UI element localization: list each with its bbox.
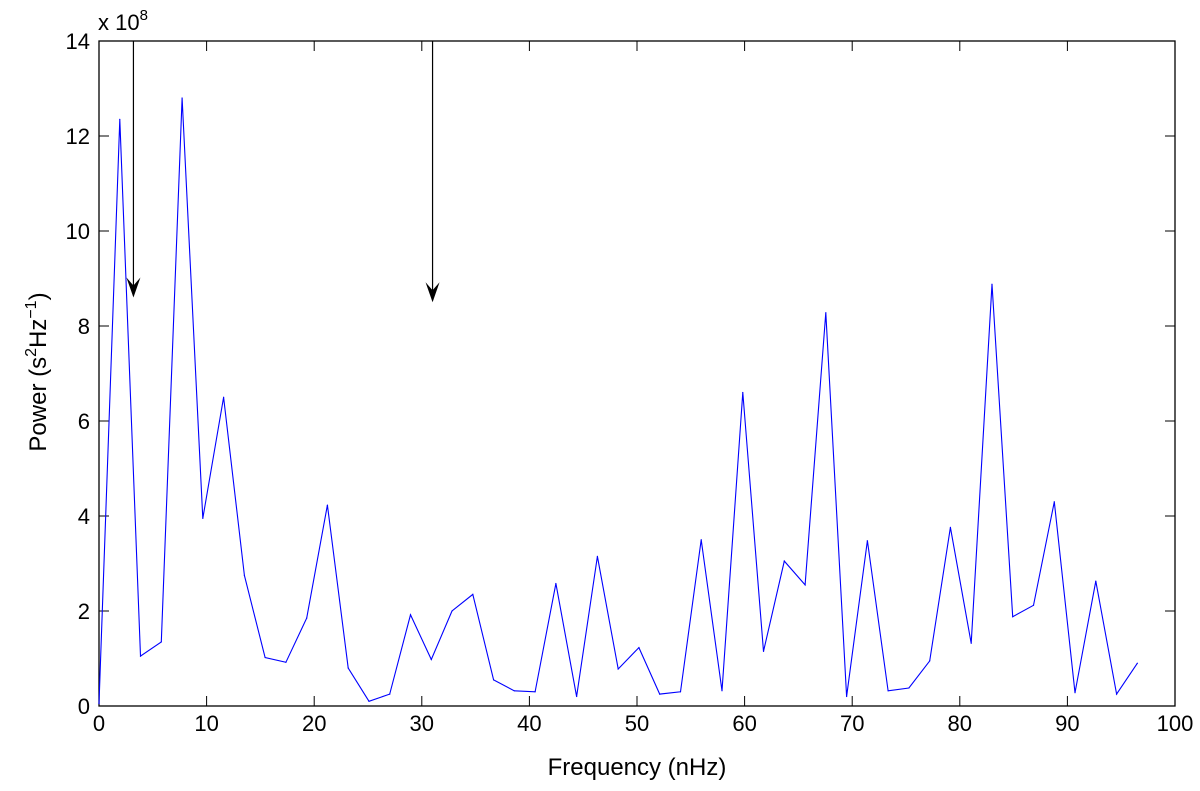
data-point [1032, 604, 1035, 606]
data-point [430, 658, 432, 661]
y-axis-label: Power (s2Hz−1) [23, 292, 52, 451]
data-point [1115, 693, 1118, 695]
data-point [1012, 616, 1014, 618]
data-point [887, 690, 889, 692]
y-label-mid: Hz [25, 319, 52, 348]
x-tick-label: 30 [410, 711, 434, 736]
data-point [700, 539, 702, 541]
data-point [202, 517, 204, 519]
y-tick-labels: 0 2 4 6 8 10 12 14 [66, 29, 90, 719]
y-tick-label: 12 [66, 124, 90, 149]
arrow-head [126, 277, 141, 298]
x-tick-labels: 0 10 20 30 40 50 60 70 80 90 100 [93, 711, 1193, 736]
data-point [160, 641, 162, 643]
data-point [742, 391, 744, 394]
power-series-line [98, 97, 1138, 704]
y-label-prefix: Power (s [25, 357, 52, 452]
data-points [98, 97, 1138, 705]
data-point [866, 540, 868, 542]
data-point [306, 617, 308, 619]
data-point [98, 703, 100, 705]
x-tick-label: 40 [517, 711, 541, 736]
data-point [451, 610, 453, 612]
y-tick-label: 14 [66, 29, 90, 54]
x-tick-label: 80 [948, 711, 972, 736]
data-point [659, 693, 661, 695]
data-point [991, 283, 993, 285]
annotation-arrow [126, 41, 141, 298]
data-point [513, 690, 515, 692]
y-label-suffix: ) [25, 292, 52, 300]
data-point [762, 650, 765, 652]
data-point [326, 504, 329, 506]
x-tick-label: 70 [840, 711, 864, 736]
annotation-arrows [126, 41, 440, 303]
x-tick-label: 90 [1055, 711, 1079, 736]
data-point [617, 668, 619, 670]
data-point [472, 593, 474, 595]
multiplier-base: x 10 [98, 10, 140, 35]
data-point [576, 695, 578, 698]
x-tick-label: 10 [194, 711, 218, 736]
data-point [285, 661, 287, 663]
data-point [368, 700, 370, 702]
x-tick-label: 50 [625, 711, 649, 736]
y-label-sup2: −1 [23, 300, 40, 318]
y-tick-label: 8 [78, 314, 90, 339]
y-tick-label: 4 [78, 504, 90, 529]
data-point [908, 687, 910, 689]
data-point [555, 582, 557, 585]
data-point [389, 693, 391, 695]
data-point [596, 555, 599, 557]
data-point [1136, 662, 1138, 664]
multiplier-exponent: 8 [140, 7, 148, 24]
data-point [1074, 692, 1076, 694]
y-axis-multiplier: x 108 [98, 7, 148, 35]
axis-ticks [98, 40, 1176, 707]
data-point [783, 560, 785, 562]
y-tick-label: 2 [78, 599, 90, 624]
data-point [1095, 580, 1097, 582]
y-label-sup1: 2 [23, 348, 40, 357]
data-point [347, 667, 349, 669]
x-axis-label: Frequency (nHz) [548, 754, 727, 781]
x-tick-label: 100 [1157, 711, 1194, 736]
data-point [825, 312, 827, 314]
y-tick-label: 6 [78, 409, 90, 434]
data-point [264, 656, 266, 659]
plot-frame [98, 40, 1176, 707]
x-tick-label: 60 [732, 711, 756, 736]
data-point [949, 526, 952, 529]
data-point [1053, 501, 1055, 503]
data-point [409, 614, 412, 616]
data-point [804, 584, 806, 586]
data-point [181, 97, 183, 99]
x-tick-label: 0 [93, 711, 105, 736]
data-point [119, 118, 121, 120]
data-point [139, 655, 142, 657]
data-point [534, 691, 536, 693]
y-tick-label: 10 [66, 219, 90, 244]
y-tick-label: 0 [78, 694, 90, 719]
x-tick-label: 20 [302, 711, 326, 736]
arrow-head [425, 282, 440, 303]
data-point [243, 574, 245, 576]
data-point [679, 691, 682, 693]
data-point [721, 690, 723, 692]
data-point [970, 642, 972, 644]
data-point [929, 660, 931, 662]
data-point [846, 695, 848, 698]
data-point [638, 646, 640, 649]
data-point [492, 679, 495, 681]
annotation-arrow [425, 41, 440, 303]
data-point [223, 396, 225, 398]
